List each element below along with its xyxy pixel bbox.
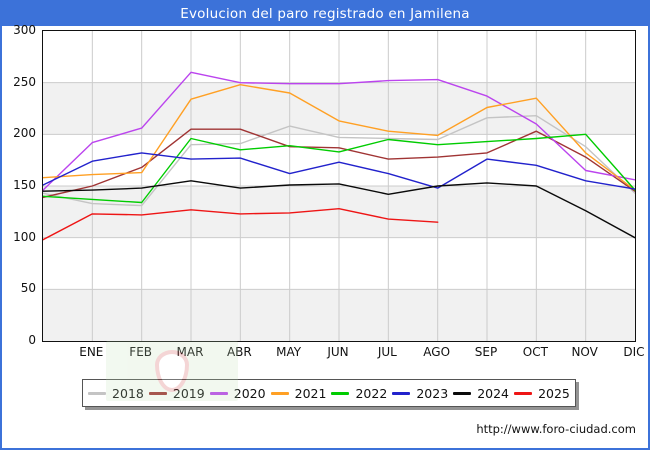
x-tick-label-nov: NOV — [571, 345, 598, 359]
x-tick-label-mar: MAR — [176, 345, 204, 359]
legend-label-2024: 2024 — [477, 385, 510, 401]
y-tick-label-250: 250 — [13, 74, 36, 89]
x-tick-label-oct: OCT — [522, 345, 548, 359]
legend-dash-icon-2020 — [209, 391, 228, 395]
legend-item-2018: 2018 — [88, 386, 144, 401]
series-line-2023 — [43, 152, 635, 190]
series-line-2018 — [43, 114, 635, 207]
legend-dash-icon-2023 — [392, 391, 411, 395]
series-line-2019 — [43, 128, 635, 199]
legend-label-2022: 2022 — [355, 385, 388, 401]
legend-item-2019: 2019 — [148, 385, 205, 401]
footer-link[interactable]: http://www.foro-ciudad.com — [476, 422, 636, 436]
series-line-2021 — [43, 84, 635, 191]
y-tick-label-300: 300 — [13, 23, 36, 37]
legend-item-2023: 2023 — [392, 386, 448, 401]
x-tick-label-feb: FEB — [129, 345, 153, 359]
x-tick-label-ago: AGO — [423, 345, 451, 359]
legend-dash-icon-2024 — [453, 391, 472, 395]
y-tick-label-50: 50 — [20, 281, 36, 296]
plot-area — [42, 30, 636, 342]
legend-dash-icon-2021 — [270, 391, 289, 395]
legend-item-2020: 2020 — [209, 385, 266, 401]
plot-svg — [43, 31, 635, 341]
x-tick-label-ene: ENE — [79, 345, 104, 359]
y-tick-label-150: 150 — [13, 178, 36, 192]
legend-item-2021: 2021 — [270, 385, 327, 401]
legend-label-2025: 2025 — [538, 385, 570, 401]
legend-dash-icon-2019 — [148, 391, 167, 395]
x-tick-label-jul: JUL — [377, 345, 397, 359]
legend: 2018 2019 2020 2021 2022 2023 2024 2025 — [82, 379, 576, 407]
legend-item-2025: 2025 — [514, 386, 570, 401]
x-tick-label-sep: SEP — [474, 345, 498, 359]
chart-title: Evolucion del paro registrado en Jamilen… — [2, 2, 648, 26]
y-tick-label-0: 0 — [28, 333, 36, 347]
legend-label-2020: 2020 — [233, 385, 266, 401]
legend-item-2024: 2024 — [453, 386, 509, 401]
legend-item-2022: 2022 — [331, 386, 387, 401]
x-tick-label-jun: JUN — [327, 345, 349, 359]
legend-label-2019: 2019 — [172, 385, 205, 401]
series-line-2022 — [43, 133, 635, 204]
x-tick-label-dic: DIC — [623, 345, 645, 359]
legend-dash-icon-2025 — [514, 391, 533, 395]
series-line-2024 — [43, 180, 635, 239]
x-tick-label-may: MAY — [276, 345, 302, 359]
legend-label-2023: 2023 — [416, 385, 449, 401]
x-tick-label-abr: ABR — [226, 345, 252, 359]
series-line-2020 — [43, 71, 635, 191]
y-tick-label-100: 100 — [13, 229, 36, 244]
legend-dash-icon-2022 — [331, 391, 350, 395]
legend-label-2021: 2021 — [294, 385, 327, 401]
legend-label-2018: 2018 — [112, 385, 144, 401]
y-tick-label-200: 200 — [13, 126, 36, 141]
series-line-2025 — [43, 207, 439, 241]
legend-dash-icon-2018 — [88, 391, 107, 395]
